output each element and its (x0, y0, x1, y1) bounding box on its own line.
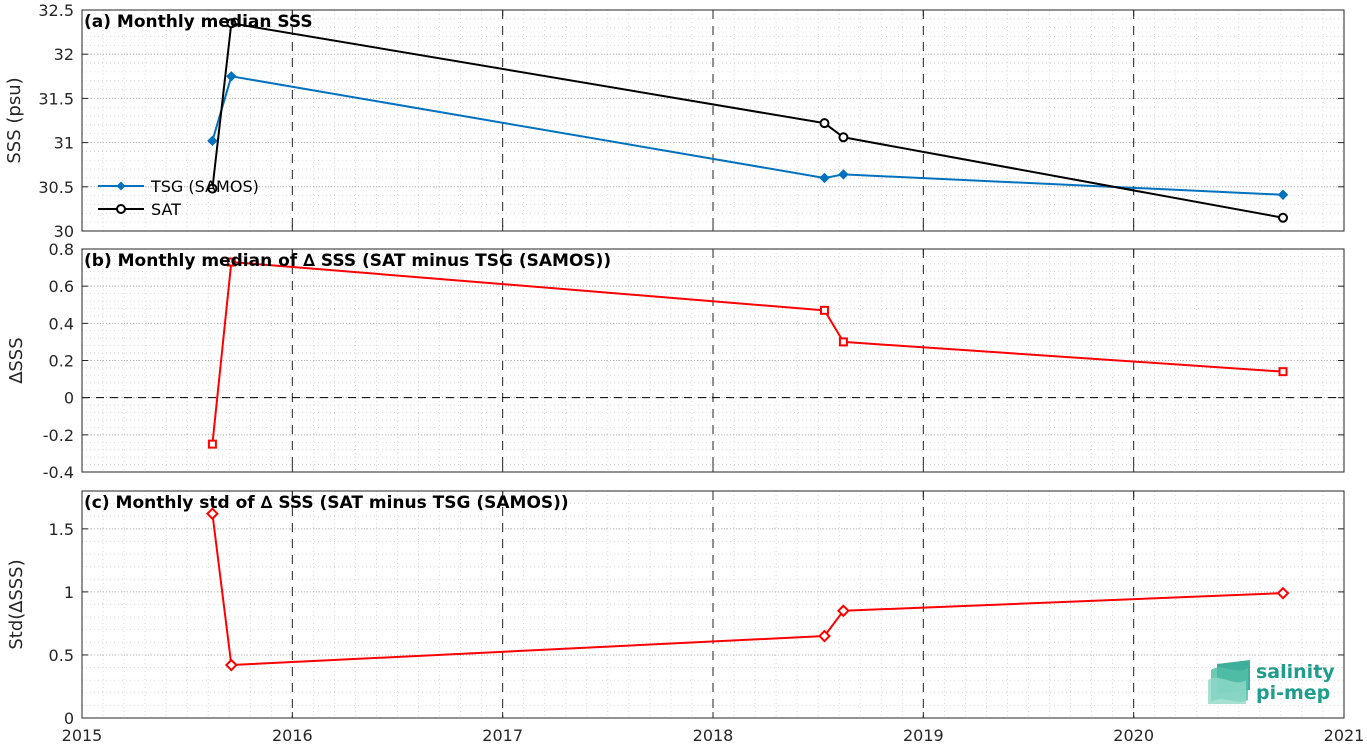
y-tick-label: 0.5 (49, 646, 74, 665)
y-axis-label: Std(∆SSS) (6, 559, 27, 649)
data-point (836, 604, 850, 618)
logo-text-salinity: salinity (1256, 661, 1335, 683)
x-tick-label: 2015 (62, 726, 103, 745)
data-point (1278, 212, 1289, 223)
y-tick-label: 0.8 (49, 240, 74, 259)
y-tick-label: 1.5 (49, 520, 74, 539)
panel-b-monthly-median-delta-sss: -0.4 -0.2 0 0.2 0.4 0.6 0.8 ∆SSS (b) Monthly med… (6, 240, 1345, 482)
y-axis-label: SSS (psu) (4, 77, 25, 163)
data-point (838, 337, 848, 347)
data-point (1278, 367, 1288, 377)
data-point (1277, 189, 1289, 200)
y-tick-label: 1 (64, 583, 74, 602)
y-tick-label: 31 (54, 134, 74, 153)
salinity-pi-mep-logo: salinity pi-mep (1208, 660, 1335, 704)
y-tick-label: 0.6 (49, 277, 74, 296)
series-1 (207, 18, 1289, 223)
y-axis-label: ∆SSS (6, 337, 27, 384)
data-point (207, 135, 218, 147)
y-tick-label: 32.5 (38, 1, 74, 20)
panel-title: (a) Monthly median SSS (84, 12, 313, 32)
y-tick-label: -0.4 (43, 463, 74, 482)
y-tick-label: -0.2 (43, 426, 74, 445)
series-0 (205, 507, 1290, 672)
x-tick-label: 2018 (693, 726, 734, 745)
data-point (819, 172, 830, 184)
legend-marker (116, 204, 126, 214)
data-point (1276, 586, 1290, 600)
legend-marker (116, 181, 126, 191)
y-tick-label: 30.5 (38, 178, 74, 197)
y-tick-label: 0.4 (49, 314, 74, 333)
series-0 (207, 257, 1288, 449)
data-point (224, 658, 238, 672)
x-tick-label: 2016 (272, 726, 313, 745)
data-point (205, 507, 219, 521)
y-tick-label: 31.5 (38, 89, 74, 108)
x-tick-label: 2020 (1113, 726, 1154, 745)
data-point (819, 118, 830, 129)
panel-title: (b) Monthly median of ∆ SSS (SAT minus T… (84, 251, 611, 271)
data-point (838, 169, 849, 180)
y-tick-label: 32 (54, 45, 74, 64)
y-tick-label: 0.2 (49, 352, 74, 371)
data-point (226, 71, 237, 82)
x-tick-label: 2017 (482, 726, 523, 745)
y-tick-label: 0 (64, 709, 74, 728)
y-tick-label: 0 (64, 389, 74, 408)
x-tick-label: 2021 (1324, 726, 1365, 745)
legend-entry: TSG (SAMOS) (150, 177, 259, 196)
data-point (838, 132, 849, 143)
y-tick-label: 30 (54, 222, 74, 241)
panel-title: (c) Monthly std of ∆ SSS (SAT minus TSG … (84, 493, 569, 513)
logo-text-pi-mep: pi-mep (1256, 682, 1330, 704)
data-point (818, 629, 831, 643)
panel-c-monthly-std-delta-sss: 0 0.5 1 1.5 2015 2016 2017 2018 2019 2020 2021 Std(… (6, 490, 1365, 745)
series-0 (207, 71, 1289, 200)
legend: TSG (SAMOS) SAT (98, 177, 259, 219)
data-point (819, 305, 829, 315)
data-point (226, 18, 237, 29)
data-point (226, 257, 236, 267)
legend-entry: SAT (151, 200, 181, 219)
x-tick-label: 2019 (903, 726, 944, 745)
data-point (207, 439, 217, 449)
data-point (207, 183, 218, 194)
wave-logo-icon (1208, 660, 1250, 704)
panel-a-monthly-median-sss: 30 30.5 31 31.5 32 32.5 SSS (psu) (a) Monthly m… (4, 1, 1345, 241)
